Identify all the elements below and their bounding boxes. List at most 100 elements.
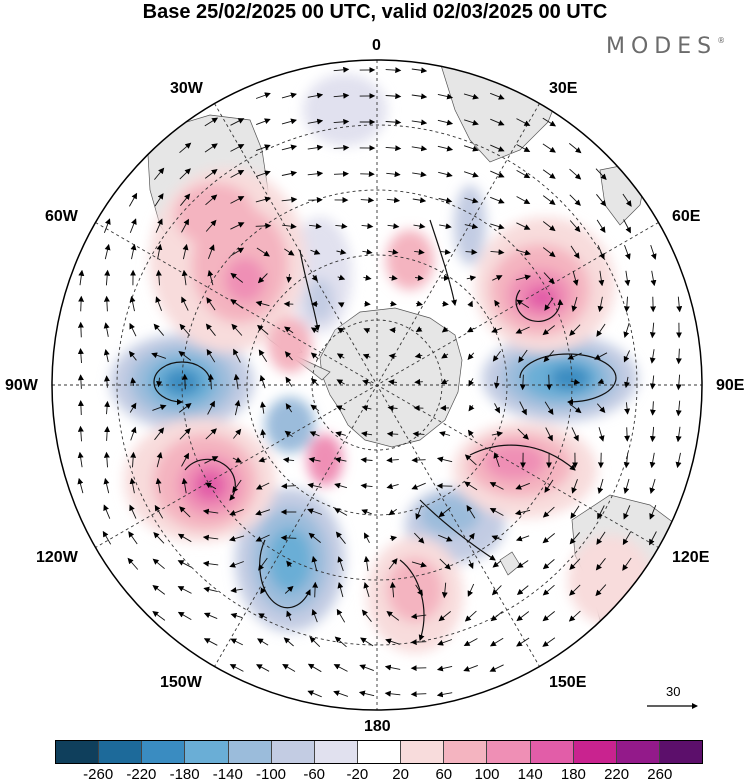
wind-arrow [179, 142, 192, 154]
wind-arrow [308, 456, 321, 463]
streamline-s-australia [419, 499, 496, 561]
wind-arrow [205, 323, 216, 336]
wind-arrow [285, 403, 293, 413]
wind-arrow [308, 532, 321, 543]
wind-arrow [623, 478, 630, 494]
wind-arrow [623, 296, 630, 313]
wind-arrow [337, 302, 345, 308]
wind-arrow [464, 197, 479, 204]
wind-arrow [546, 374, 553, 391]
wind-arrow [542, 584, 555, 596]
wind-arrow [77, 451, 84, 468]
wind-arrow [390, 300, 397, 307]
wind-arrow [491, 585, 502, 596]
wind-arrow [258, 557, 268, 571]
wind-arrow [310, 404, 320, 412]
wind-arrow [307, 690, 322, 698]
wind-arrow [516, 637, 530, 647]
wind-arrow [233, 348, 241, 363]
anomaly-low-south-pacific-90w [110, 334, 254, 430]
wind-arrow [336, 379, 345, 385]
wind-arrow [649, 322, 656, 339]
wind-arrow [489, 508, 504, 516]
wind-arrow [155, 296, 163, 311]
wind-arrow [489, 637, 504, 647]
wind-arrow [571, 479, 578, 494]
lon-label-0: 0 [372, 37, 381, 54]
colorbar-segment [271, 741, 315, 763]
wind-arrow [257, 324, 269, 335]
wind-arrow [333, 92, 350, 99]
wind-arrow [516, 611, 530, 622]
wind-arrow [542, 559, 555, 570]
wind-arrow [286, 610, 292, 621]
wind-arrow [468, 378, 475, 387]
lon-label-30e: 30E [549, 80, 578, 97]
wind-arrow [363, 582, 370, 598]
colorbar-tick-labels: -260 -220 -180 -140 -100 -60 -20 20 60 100 140 180 2… [0, 766, 750, 783]
wind-arrow [205, 194, 218, 206]
wind-arrow [229, 561, 244, 568]
wind-arrow [649, 531, 657, 546]
wind-arrow [255, 534, 270, 542]
streamline-se-indian [469, 444, 576, 471]
wind-arrow [624, 427, 631, 442]
wind-arrow [675, 400, 682, 417]
wind-arrow [177, 586, 192, 594]
wind-arrow [229, 535, 245, 542]
wind-arrow [649, 375, 656, 390]
wind-arrow [363, 328, 371, 334]
wind-arrow [181, 269, 188, 286]
wind-arrow [256, 664, 270, 672]
wind-arrow [463, 664, 478, 672]
wind-arrow [284, 351, 293, 361]
wind-arrow [363, 274, 372, 281]
wind-arrow [436, 691, 453, 698]
wind-arrow [387, 223, 400, 230]
wind-arrow [463, 119, 479, 126]
wind-arrow [514, 509, 531, 516]
wind-arrow [439, 249, 451, 255]
wind-arrow [492, 275, 503, 281]
wind-arrow [384, 690, 401, 697]
wind-arrow [155, 218, 163, 233]
wind-arrow [360, 482, 373, 489]
wind-arrow [204, 143, 218, 153]
wind-arrow [594, 352, 608, 360]
wind-vector-field [77, 66, 683, 698]
wind-arrow [595, 558, 606, 571]
wind-arrow [388, 248, 399, 255]
wind-arrow [411, 482, 426, 490]
colorbar-tick-label: -60 [303, 766, 326, 783]
wind-arrow [493, 452, 500, 468]
wind-arrow [516, 144, 531, 152]
wind-arrow [388, 379, 397, 386]
wind-arrow [307, 92, 324, 99]
colorbar-segment [314, 741, 358, 763]
colorbar-segment [228, 741, 272, 763]
wind-arrow [154, 427, 165, 441]
wind-arrow [649, 401, 656, 416]
wind-arrow [156, 243, 163, 260]
wind-arrow [130, 243, 137, 260]
wind-arrow [284, 585, 294, 594]
wind-arrow [385, 93, 402, 100]
colorbar [55, 740, 703, 764]
wind-arrow [464, 481, 478, 491]
wind-arrow [569, 168, 582, 180]
wind-arrow [515, 482, 530, 490]
wind-arrow [334, 482, 348, 489]
wind-arrow [542, 533, 555, 544]
streamline-cyclone-90e [519, 353, 617, 405]
wind-arrow [388, 558, 398, 570]
wind-arrow [204, 117, 219, 127]
wind-arrow [468, 559, 474, 570]
wind-arrow [151, 352, 167, 359]
wind-arrow [309, 431, 320, 437]
wind-arrow [542, 143, 556, 153]
wind-arrow [439, 223, 452, 230]
wind-arrow [258, 349, 268, 363]
wind-arrow [128, 350, 137, 361]
wind-arrow [230, 612, 243, 619]
wind-arrow [103, 218, 111, 233]
